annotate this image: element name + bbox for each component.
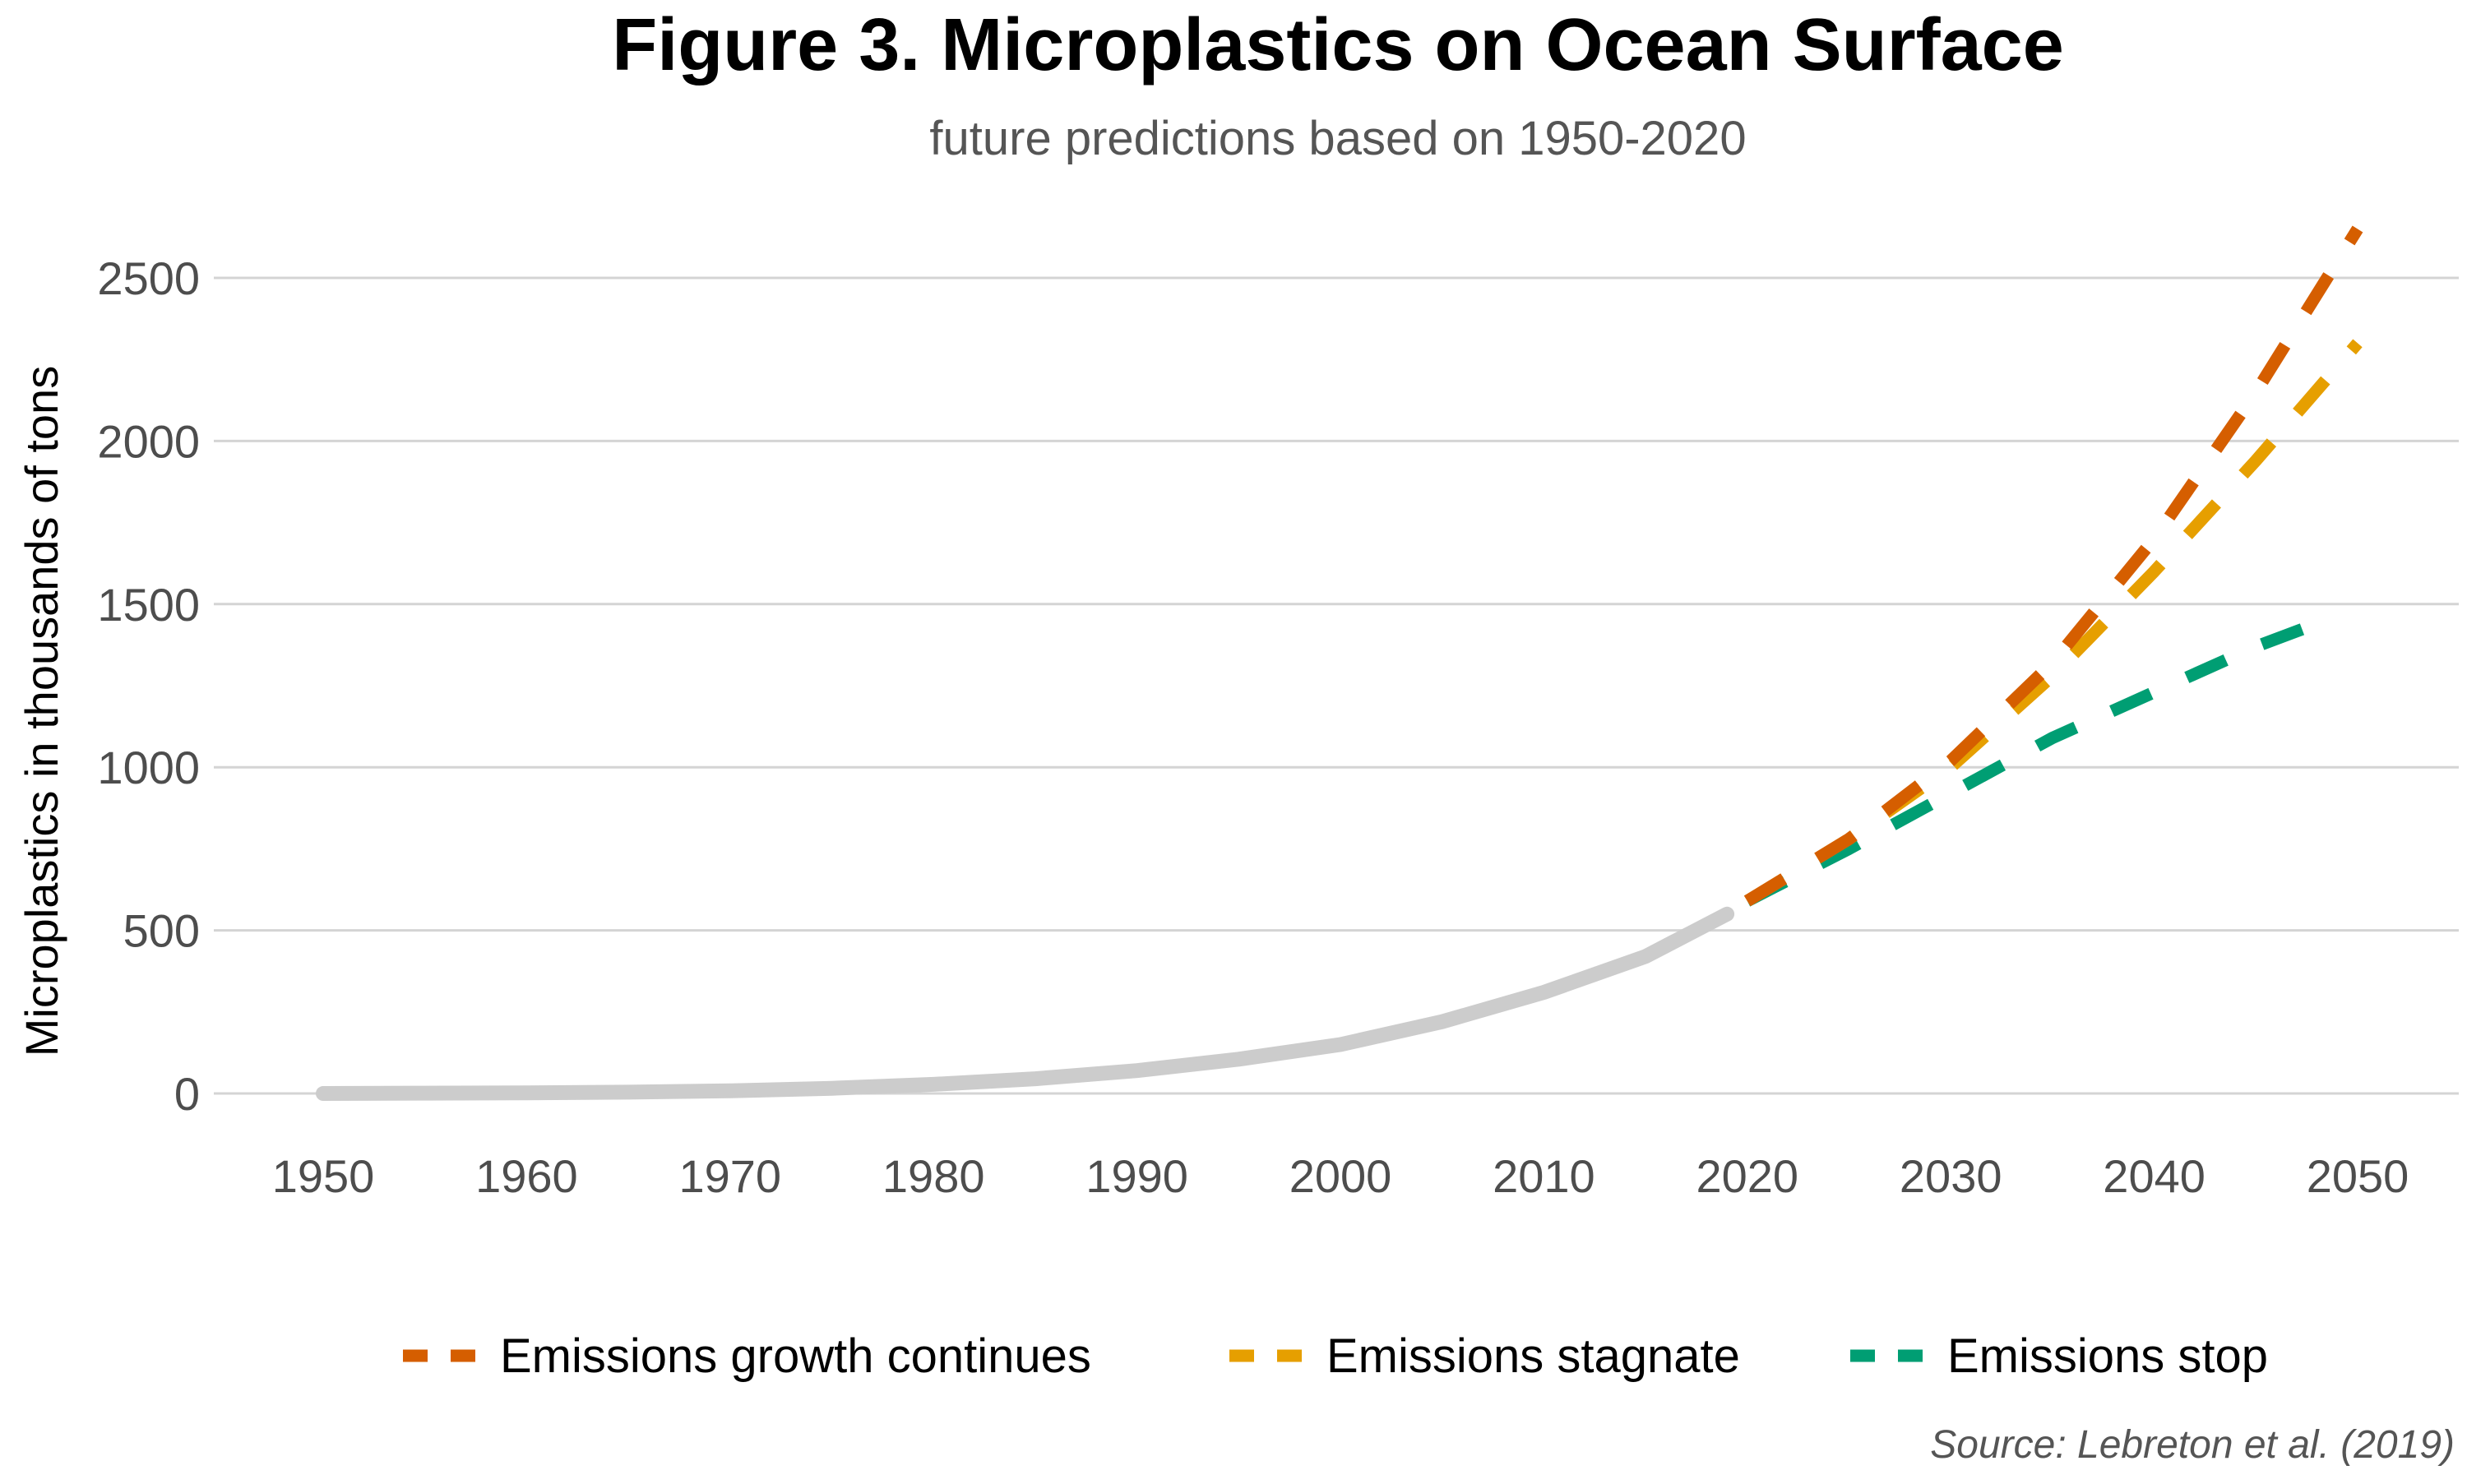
series-line-emissions-growth-continues — [1743, 225, 2363, 907]
source-caption: Source: Lebreton et al. (2019) — [1930, 1423, 2455, 1467]
y-tick-label: 1500 — [97, 579, 200, 631]
y-tick-label: 2500 — [97, 252, 200, 304]
x-tick-label: 2020 — [1696, 1150, 1799, 1202]
x-tick-label: 2040 — [2103, 1150, 2205, 1202]
series-line-emissions-stagnate — [1743, 339, 2363, 907]
historical-line — [316, 906, 1735, 1101]
x-tick-label: 1960 — [475, 1150, 578, 1202]
legend: Emissions growth continues Emissions stag… — [403, 1329, 2268, 1383]
x-axis-ticks: 1950 1960 1970 1980 1990 2000 2010 2020 2030 2040… — [272, 1150, 2409, 1202]
x-tick-label: 2000 — [1289, 1150, 1392, 1202]
chart-title: Figure 3. Microplastics on Ocean Surface — [612, 4, 2064, 86]
y-tick-label: 500 — [123, 905, 200, 957]
y-tick-label: 1000 — [97, 742, 200, 793]
series-lines — [316, 225, 2363, 1101]
legend-label-emissions-stagnate: Emissions stagnate — [1326, 1329, 1740, 1383]
series-line-emissions-stop — [1744, 617, 2320, 907]
y-axis-label: Microplastics in thousands of tons — [16, 366, 67, 1056]
x-tick-label: 2050 — [2307, 1150, 2409, 1202]
chart-subtitle: future predictions based on 1950-2020 — [929, 112, 1746, 165]
x-tick-label: 1950 — [272, 1150, 375, 1202]
x-tick-label: 1980 — [882, 1150, 985, 1202]
y-tick-label: 2000 — [97, 415, 200, 467]
x-tick-label: 2010 — [1493, 1150, 1595, 1202]
legend-label-emissions-growth-continues: Emissions growth continues — [500, 1329, 1091, 1383]
x-tick-label: 1990 — [1085, 1150, 1188, 1202]
gridlines — [214, 276, 2459, 1095]
x-tick-label: 2030 — [1900, 1150, 2002, 1202]
x-tick-label: 1970 — [679, 1150, 782, 1202]
legend-label-emissions-stop: Emissions stop — [1947, 1329, 2268, 1383]
y-axis-ticks: 0 500 1000 1500 2000 2500 — [97, 252, 200, 1120]
y-tick-label: 0 — [174, 1068, 200, 1120]
